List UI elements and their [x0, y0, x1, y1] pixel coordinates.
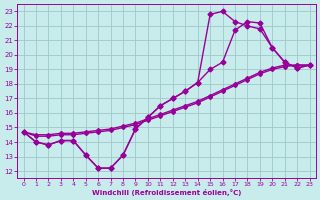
X-axis label: Windchill (Refroidissement éolien,°C): Windchill (Refroidissement éolien,°C)	[92, 189, 241, 196]
